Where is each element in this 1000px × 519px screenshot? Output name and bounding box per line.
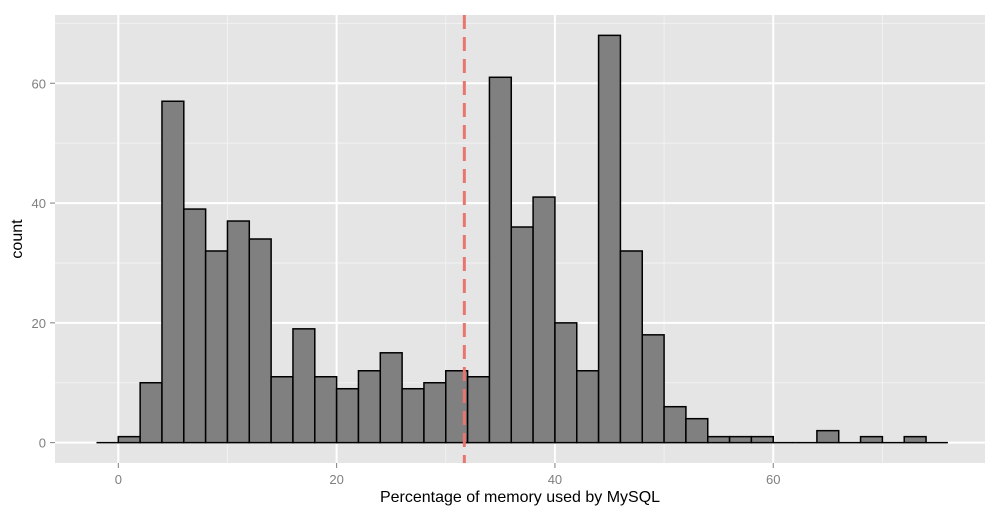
histogram-bar (183, 208, 207, 444)
histogram-bar (859, 435, 884, 444)
histogram-bar (641, 334, 665, 444)
y-tick-label: 40 (32, 196, 46, 211)
x-tick-label: 40 (548, 472, 562, 487)
histogram-bar (597, 34, 622, 444)
histogram-bar (728, 435, 753, 444)
histogram-bar (532, 196, 556, 444)
histogram-bar (445, 370, 469, 444)
x-tick-label: 60 (766, 472, 780, 487)
bars (96, 34, 948, 444)
x-tick-label: 0 (115, 472, 122, 487)
histogram-bar (139, 381, 163, 444)
y-axis-title: count (9, 219, 26, 259)
histogram-bar (466, 376, 491, 444)
histogram-bar (379, 352, 403, 444)
histogram-bar (161, 100, 185, 444)
histogram-bar (706, 435, 731, 444)
histogram-bar (554, 322, 578, 444)
histogram-bar (335, 387, 360, 444)
histogram-bar (204, 250, 229, 444)
histogram-bar (423, 381, 447, 444)
histogram-bar (619, 250, 644, 444)
histogram-bar (663, 405, 687, 444)
y-tick-label: 60 (32, 76, 46, 91)
histogram-bar (903, 435, 927, 444)
histogram-bar (248, 238, 272, 444)
histogram-bar (488, 76, 513, 444)
histogram-bar (314, 376, 338, 444)
x-axis-title: Percentage of memory used by MySQL (380, 489, 660, 506)
histogram-bar (357, 370, 382, 444)
x-tick-label: 20 (329, 472, 343, 487)
histogram-bar (816, 429, 840, 444)
histogram-bar (292, 328, 316, 444)
histogram-bar (576, 370, 600, 444)
y-tick-label: 0 (39, 436, 46, 451)
x-axis-ticks: 0 20 40 60 (115, 463, 780, 487)
histogram-bar (401, 387, 425, 444)
histogram-bar (117, 435, 141, 444)
histogram-bar (750, 435, 774, 444)
histogram-bar (226, 220, 251, 444)
y-axis-ticks: 0 20 40 60 (32, 76, 55, 451)
histogram-bar (685, 417, 709, 444)
y-tick-label: 20 (32, 316, 46, 331)
histogram-bar (270, 376, 294, 444)
histogram-bar (510, 226, 534, 444)
